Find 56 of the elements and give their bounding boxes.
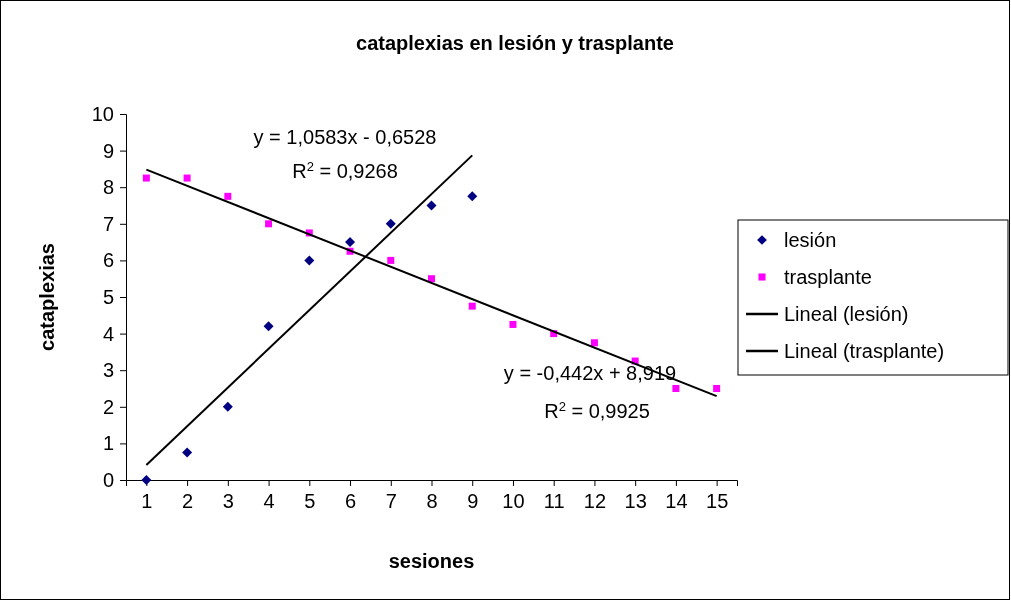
point bbox=[141, 475, 152, 485]
chart-title: cataplexias en lesión y trasplante bbox=[356, 32, 674, 54]
legend-label: trasplante bbox=[784, 266, 872, 288]
y-tick-label: 0 bbox=[102, 468, 114, 491]
y-tick-label: 7 bbox=[102, 212, 114, 235]
y-tick-label: 10 bbox=[91, 102, 114, 125]
legend-label: Lineal (trasplante) bbox=[784, 340, 945, 362]
x-tick-label: 2 bbox=[182, 490, 194, 513]
x-tick-label: 11 bbox=[543, 490, 565, 513]
point bbox=[224, 192, 232, 200]
annotation: y = 1,0583x - 0,6528 bbox=[253, 126, 437, 148]
point bbox=[467, 191, 478, 202]
annotation: R$^{2}$ = 0,9268 bbox=[292, 158, 398, 182]
x-tick-label: 12 bbox=[583, 490, 607, 513]
point bbox=[263, 321, 274, 332]
x-tick-label: 3 bbox=[222, 490, 234, 513]
point bbox=[183, 174, 191, 182]
x-tick-label: 5 bbox=[304, 490, 316, 513]
x-tick-label: 9 bbox=[467, 490, 479, 513]
point bbox=[304, 255, 315, 266]
y-tick-label: 1 bbox=[102, 432, 114, 455]
y-tick-label: 3 bbox=[102, 359, 114, 382]
y-tick-label: 6 bbox=[102, 249, 114, 272]
point bbox=[672, 385, 680, 392]
legend-label: Lineal (lesión) bbox=[784, 303, 909, 325]
point bbox=[387, 256, 395, 264]
x-tick-label: 15 bbox=[706, 490, 729, 513]
point bbox=[428, 275, 435, 283]
x-tick-label: 1 bbox=[141, 490, 153, 513]
x-tick-label: 6 bbox=[344, 490, 357, 513]
y-tick-label: 5 bbox=[102, 285, 114, 308]
point bbox=[468, 302, 476, 310]
point bbox=[265, 220, 273, 228]
point bbox=[142, 174, 150, 182]
point bbox=[182, 447, 193, 458]
point bbox=[590, 339, 598, 347]
x-tick-label: 7 bbox=[385, 490, 397, 513]
x-tick-label: 10 bbox=[502, 490, 525, 513]
x-axis-title: sesiones bbox=[388, 550, 475, 572]
x-tick-label: 14 bbox=[665, 490, 688, 513]
x-tick-label: 13 bbox=[624, 490, 647, 513]
y-axis-title: cataplexias bbox=[36, 243, 58, 351]
y-tick-label: 8 bbox=[102, 176, 114, 199]
point bbox=[426, 200, 437, 211]
x-tick-label: 4 bbox=[263, 490, 275, 513]
legend-label: lesión bbox=[784, 229, 837, 251]
x-tick-label: 8 bbox=[426, 490, 438, 513]
point bbox=[509, 320, 517, 328]
y-tick-label: 4 bbox=[102, 322, 114, 345]
point bbox=[713, 385, 721, 392]
point bbox=[385, 218, 396, 229]
point bbox=[222, 401, 233, 412]
y-tick-label: 2 bbox=[102, 395, 114, 418]
annotation: R$^{2}$ = 0,9925 bbox=[544, 398, 650, 422]
point bbox=[345, 237, 356, 248]
y-tick-label: 9 bbox=[102, 139, 114, 162]
